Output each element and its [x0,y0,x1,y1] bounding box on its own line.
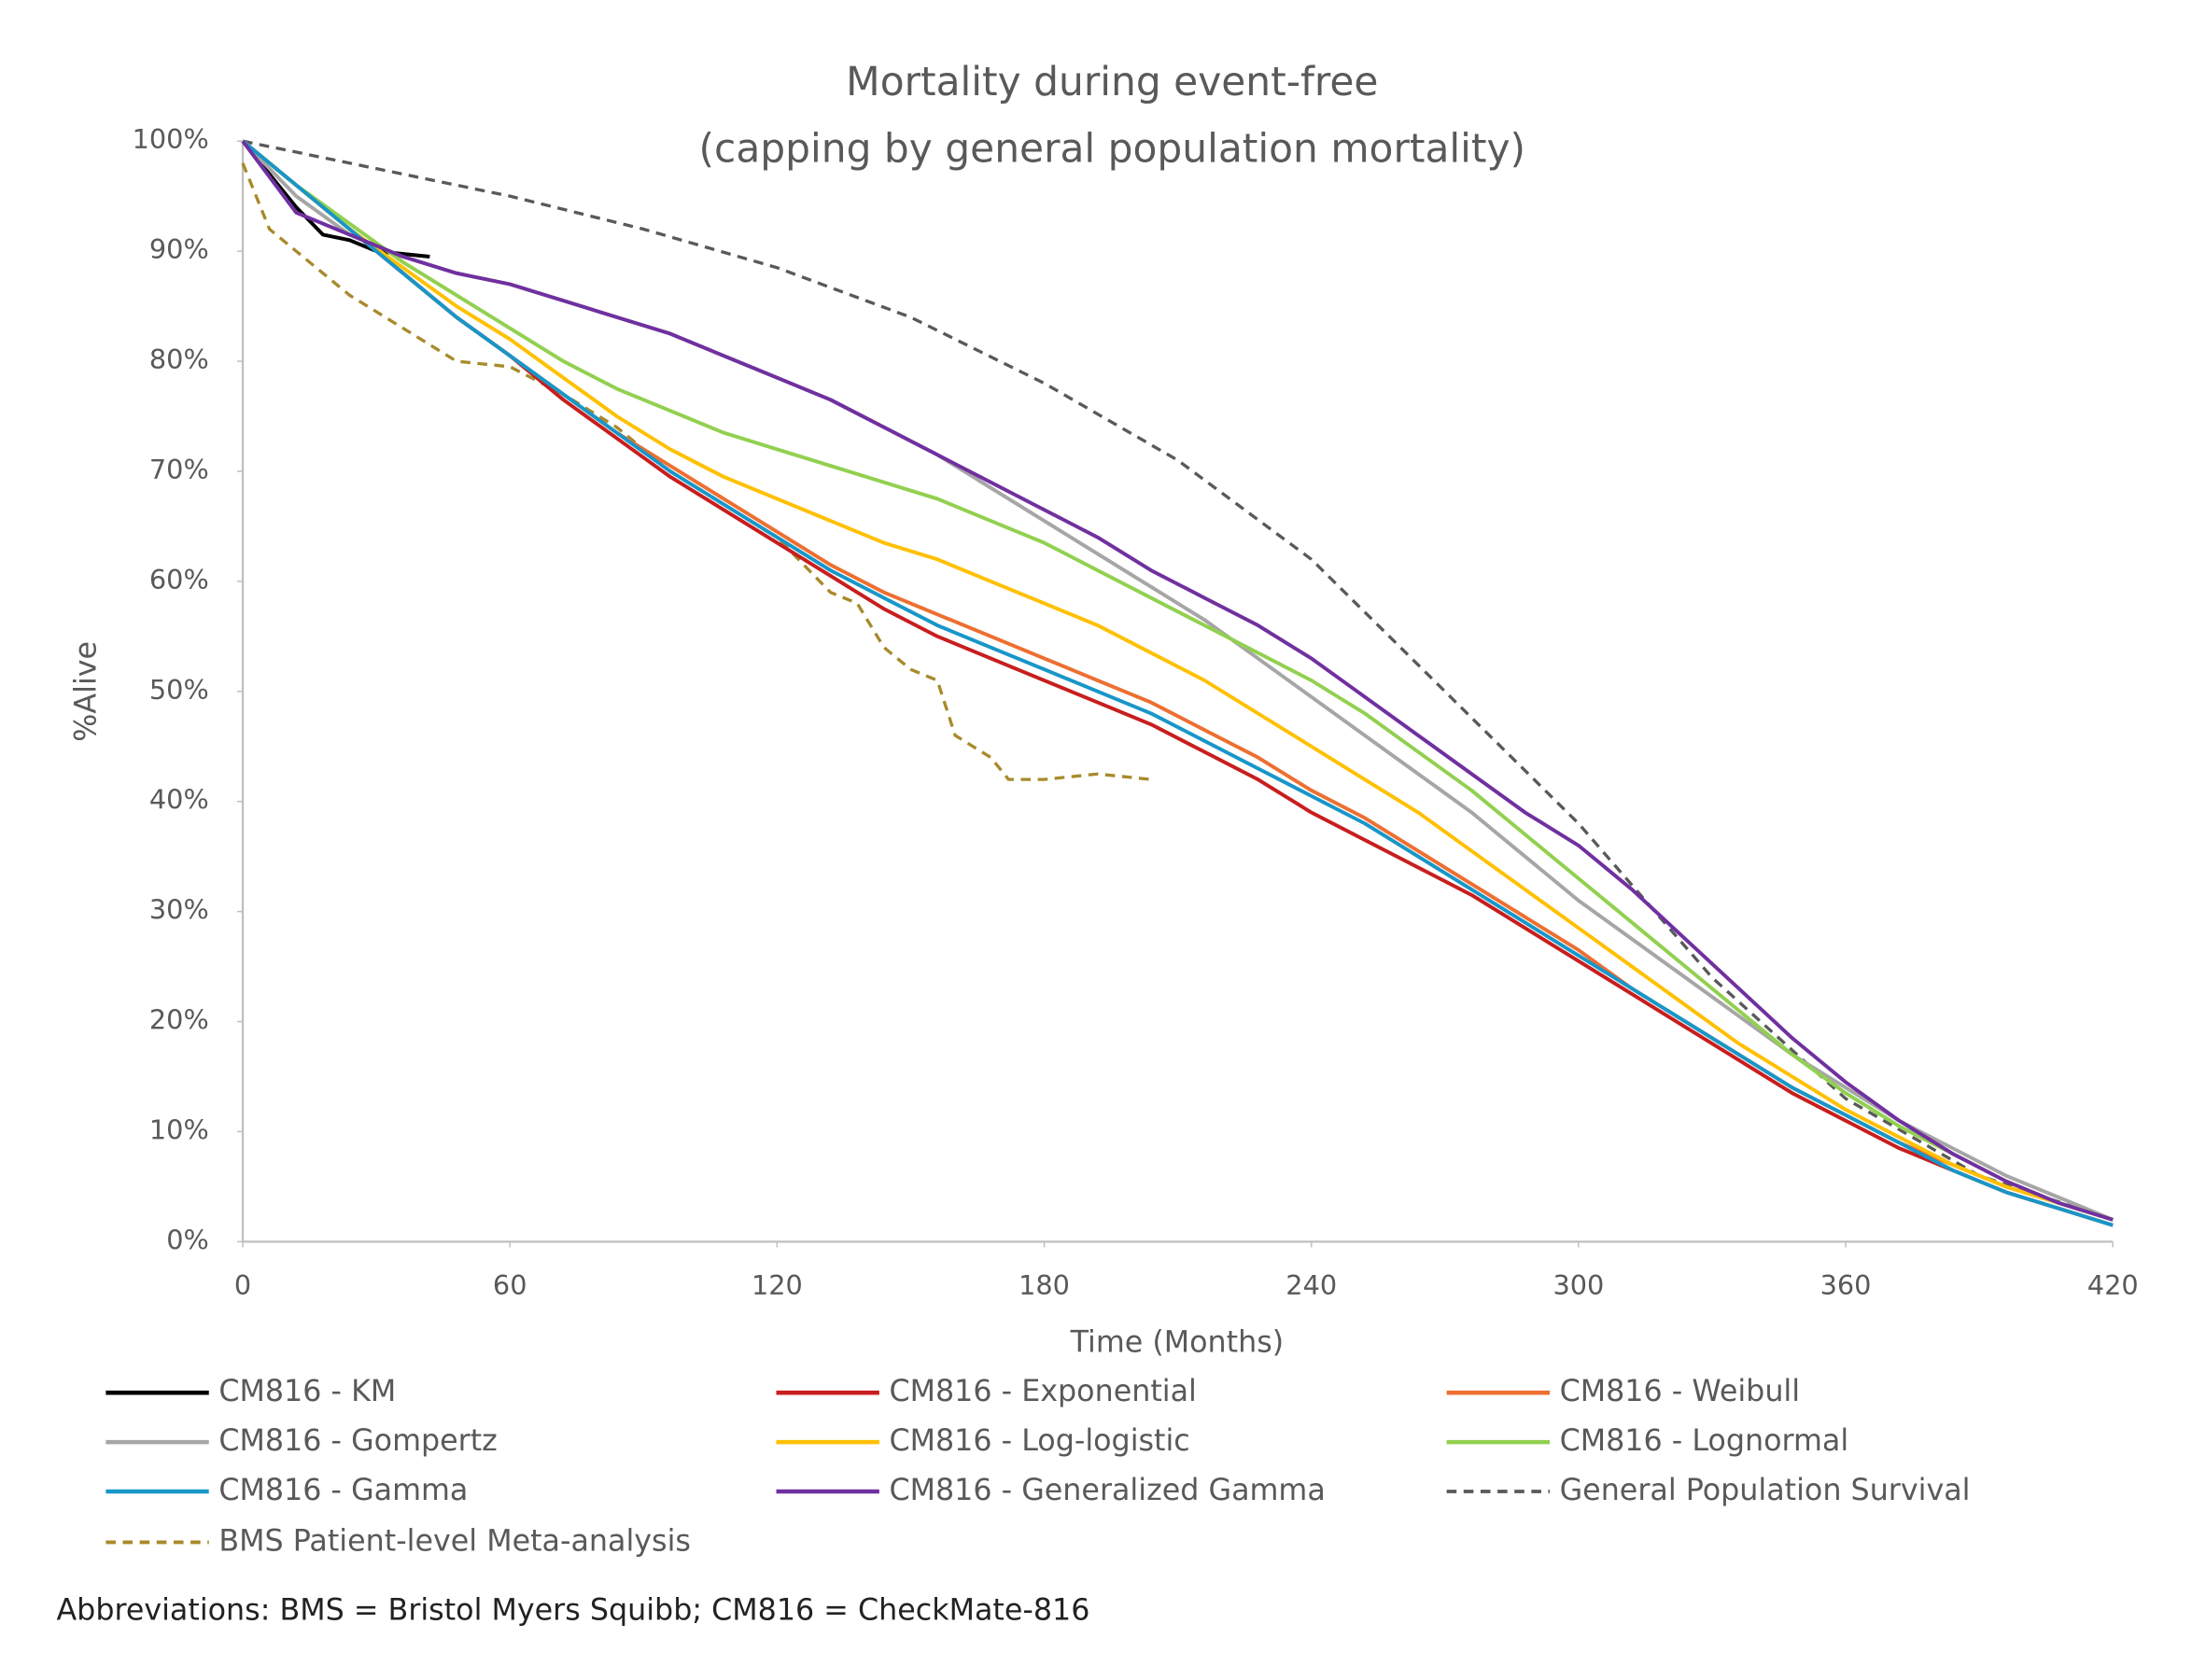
legend-label: CM816 - Weibull [1560,1375,1801,1408]
y-tick-label: 60% [149,564,209,595]
legend-label: CM816 - Log-logistic [889,1424,1189,1458]
series-line [241,139,2114,1222]
y-tick-label: 90% [149,233,209,265]
y-tick-label: 20% [149,1004,209,1036]
x-tick-label: 240 [1286,1269,1337,1301]
y-tick-label: 30% [149,894,209,926]
x-tick-label: 0 [234,1269,251,1301]
legend-label: CM816 - Generalized Gamma [889,1474,1325,1507]
series-line [241,162,1152,781]
y-tick-label: 100% [133,123,209,155]
x-tick-label: 120 [752,1269,803,1301]
y-tick-label: 50% [149,674,209,706]
x-tick-label: 300 [1553,1269,1604,1301]
y-tick-label: 0% [166,1224,209,1255]
x-tick-label: 180 [1019,1269,1070,1301]
series-line [241,139,2114,1222]
legend: CM816 - KM CM816 - Exponential CM816 - Wei… [105,1375,1971,1558]
legend-label: BMS Patient-level Meta-analysis [218,1524,691,1558]
legend-label: General Population Survival [1560,1474,1971,1507]
plot-area [241,139,2114,1227]
y-axis-title: %Alive [70,641,104,742]
y-tick-label: 10% [149,1113,209,1145]
y-tick-label: 70% [149,454,209,485]
legend-label: CM816 - Gamma [218,1474,468,1507]
legend-label: CM816 - KM [218,1375,396,1408]
x-tick-label: 60 [493,1269,527,1301]
y-tick-label: 40% [149,784,209,816]
y-tick-label: 80% [149,343,209,375]
series-line [241,139,2114,1227]
chart-subtitle: (capping by general population mortality… [699,125,1526,171]
legend-label: CM816 - Exponential [889,1375,1196,1408]
legend-label: CM816 - Lognormal [1560,1424,1849,1458]
chart-title: Mortality during event-free [846,59,1378,105]
x-tick-label: 360 [1820,1269,1872,1301]
x-axis-title: Time (Months) [1070,1325,1285,1359]
x-tick-label: 420 [2087,1269,2139,1301]
series-line [241,139,2114,1227]
footnote: Abbreviations: BMS = Bristol Myers Squib… [56,1594,1089,1628]
series-line [241,140,2114,1222]
legend-label: CM816 - Gompertz [218,1424,497,1458]
